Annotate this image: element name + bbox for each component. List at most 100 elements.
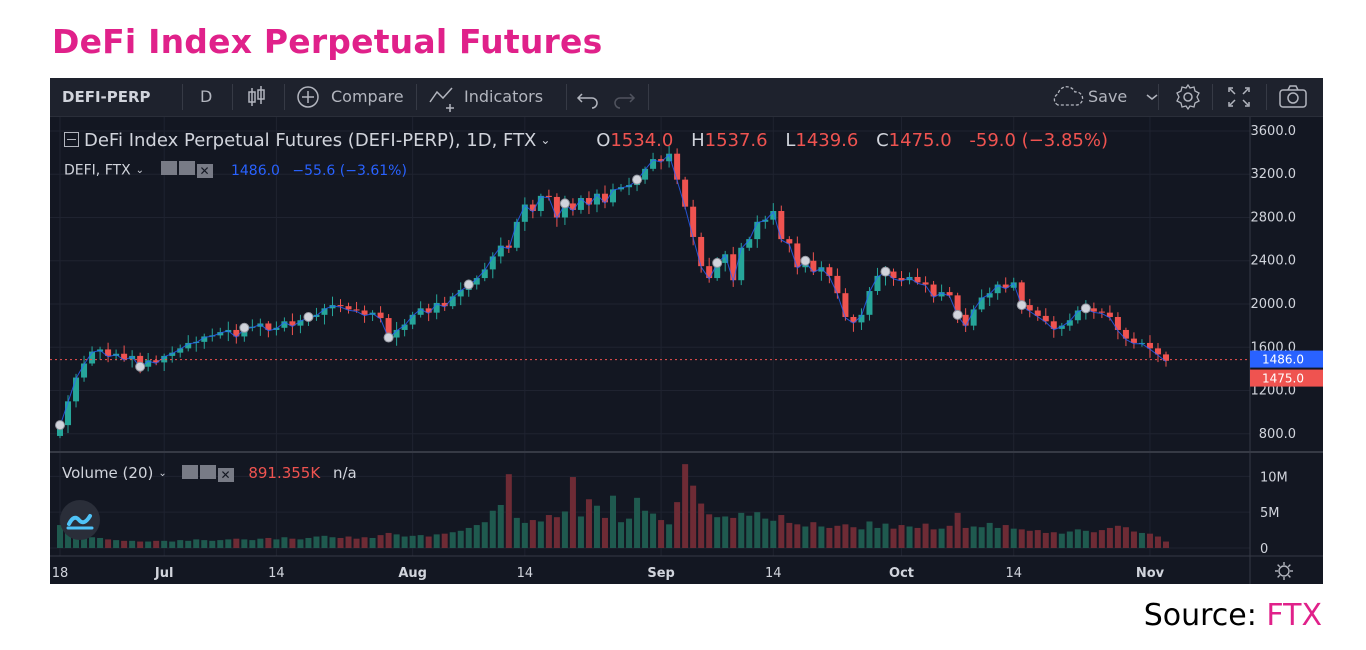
candle-body — [778, 211, 785, 240]
candle-body — [1026, 305, 1033, 311]
compare-value: 1486.0 — [230, 162, 280, 179]
volume-bar — [618, 522, 625, 548]
candle-body — [906, 276, 913, 281]
time-axis-label: 18 — [52, 566, 69, 581]
volume-bar — [281, 537, 288, 548]
price-axis-label: 2000.0 — [1251, 297, 1297, 312]
volume-label[interactable]: Volume (20) — [62, 464, 154, 482]
compare-legend: DEFI, FTX ⌄ ✕ 1486.0 −55.6 (−3.61%) — [64, 161, 407, 182]
study-controls: ✕ — [160, 161, 213, 180]
price-axis-label: 3200.0 — [1251, 167, 1297, 182]
volume-bar — [321, 535, 328, 548]
candle-body — [529, 204, 536, 212]
settings-gear-icon[interactable] — [1278, 565, 1290, 577]
indicators-button[interactable]: Indicators — [428, 78, 543, 116]
candle-body — [858, 314, 865, 323]
candle-body — [577, 198, 584, 210]
chevron-down-icon[interactable]: ⌄ — [540, 133, 551, 147]
candle-body — [281, 321, 288, 328]
candle-body — [409, 314, 416, 325]
chart-frame[interactable]: 800.0 1200.0 1600.0 2000.0 2400.0 2800.0 3200.… — [50, 78, 1323, 584]
gear-icon[interactable] — [199, 464, 216, 479]
volume-bar — [786, 522, 793, 548]
volume-bar — [457, 530, 464, 548]
volume-bar — [1114, 525, 1121, 548]
candle-body — [1163, 354, 1169, 361]
volume-bar — [529, 520, 536, 548]
volume-bar — [425, 536, 432, 548]
candle-body — [401, 324, 408, 330]
candle-body — [417, 308, 424, 315]
compare-button[interactable]: Compare — [296, 78, 404, 116]
price-axis-label: 3600.0 — [1251, 124, 1297, 139]
candle-body — [153, 360, 160, 363]
candle-body — [1114, 316, 1121, 330]
volume-bar — [393, 534, 400, 548]
volume-bar — [137, 541, 144, 548]
candle-body — [537, 195, 544, 212]
page-title: DeFi Index Perpetual Futures — [52, 22, 603, 61]
candles-icon[interactable] — [246, 78, 268, 116]
candle-body — [986, 293, 993, 298]
redo-icon[interactable] — [612, 78, 636, 116]
interval-button[interactable]: D — [200, 87, 213, 106]
volume-bar — [57, 525, 63, 548]
undo-icon[interactable] — [576, 78, 600, 116]
tradingview-logo[interactable] — [60, 500, 100, 540]
chart-svg[interactable]: 800.01200.01600.02000.02400.02800.03200.… — [50, 78, 1323, 584]
candle-body — [642, 168, 649, 180]
eye-icon[interactable] — [181, 464, 198, 479]
candle-body — [65, 401, 72, 426]
compare-label: Compare — [331, 87, 404, 106]
candle-body — [361, 310, 368, 315]
candle-body — [826, 267, 833, 276]
volume-bar — [329, 537, 336, 548]
volume-bar — [778, 515, 785, 548]
collapse-legend-icon[interactable] — [64, 132, 79, 147]
toolbar-divider — [566, 84, 567, 110]
candle-body — [866, 291, 873, 315]
volume-bar — [970, 526, 977, 548]
legend-title[interactable]: DeFi Index Perpetual Futures (DEFI-PERP)… — [84, 130, 537, 151]
volume-bar — [914, 527, 921, 548]
volume-bar — [145, 541, 152, 548]
candle-body — [706, 266, 713, 279]
time-axis-label: Nov — [1136, 566, 1165, 581]
candle-body — [393, 329, 400, 338]
event-marker — [303, 311, 314, 322]
volume-bar — [1154, 536, 1161, 548]
volume-bar — [409, 535, 416, 548]
volume-bar — [730, 517, 737, 548]
gear-icon[interactable] — [1174, 78, 1202, 116]
candle-body — [658, 159, 665, 162]
price-axis-label: 800.0 — [1259, 427, 1296, 442]
volume-bar — [241, 539, 248, 548]
toolbar-divider — [1158, 84, 1159, 110]
compare-symbol[interactable]: DEFI, FTX — [64, 162, 131, 179]
symbol-button[interactable]: DEFI-PERP — [62, 88, 151, 106]
volume-bar — [994, 527, 1001, 548]
candle-body — [257, 323, 264, 327]
eye-icon[interactable] — [160, 161, 177, 175]
fullscreen-icon[interactable] — [1226, 78, 1252, 116]
volume-bar — [273, 539, 280, 548]
volume-bar — [850, 527, 857, 548]
candle-body — [698, 236, 705, 267]
save-button[interactable]: Save — [1050, 78, 1160, 116]
camera-icon[interactable] — [1278, 78, 1308, 116]
volume-bar — [682, 464, 689, 548]
candle-body — [329, 305, 336, 309]
candle-body — [121, 353, 128, 360]
price-axis-label: 1200.0 — [1251, 384, 1297, 399]
chevron-down-icon[interactable]: ⌄ — [135, 164, 145, 176]
candle-body — [1002, 284, 1009, 288]
event-marker — [239, 322, 250, 333]
volume-bar — [802, 526, 809, 548]
chevron-down-icon[interactable]: ⌄ — [158, 468, 167, 479]
volume-bar — [217, 540, 224, 548]
close-icon[interactable]: ✕ — [196, 164, 213, 178]
volume-bar — [954, 512, 961, 548]
volume-bar — [385, 532, 392, 548]
close-icon[interactable]: ✕ — [217, 467, 234, 482]
gear-icon[interactable] — [178, 161, 195, 175]
